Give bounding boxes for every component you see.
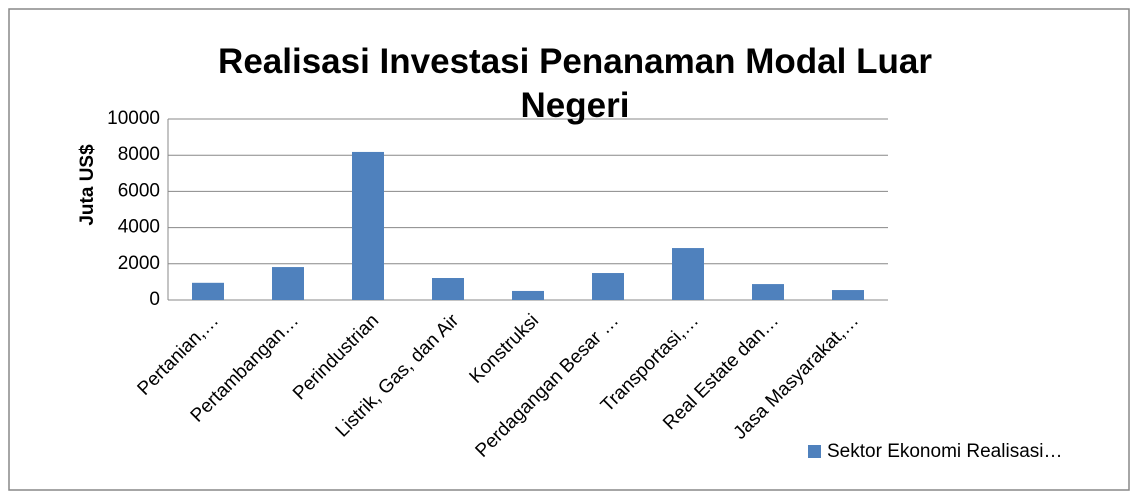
bar — [272, 267, 304, 300]
bar — [592, 273, 624, 300]
y-tick-label: 6000 — [118, 180, 160, 201]
bar — [512, 290, 544, 300]
bar — [432, 278, 464, 300]
bar — [672, 248, 704, 300]
y-tick-label: 8000 — [118, 144, 160, 165]
chart-title: Realisasi Investasi Penanaman Modal Luar… — [218, 42, 932, 125]
chart-border — [8, 8, 1130, 491]
y-tick-label: 2000 — [118, 253, 160, 274]
legend-label: Sektor Ekonomi Realisasi… — [827, 441, 1062, 462]
y-tick-label: 4000 — [118, 217, 160, 238]
bar — [752, 284, 784, 300]
y-axis-label: Juta US$ — [77, 144, 98, 226]
x-tick-label: Konstruksi — [466, 310, 544, 388]
bar — [832, 290, 864, 300]
x-tick-label: Pertanian,… — [134, 310, 224, 400]
x-tick-label: Perdagangan Besar … — [472, 310, 624, 462]
y-tick-label: 0 — [149, 289, 160, 310]
legend-swatch — [808, 445, 821, 458]
bar — [352, 151, 384, 300]
y-tick-label: 10000 — [107, 108, 160, 129]
bar — [192, 282, 224, 300]
